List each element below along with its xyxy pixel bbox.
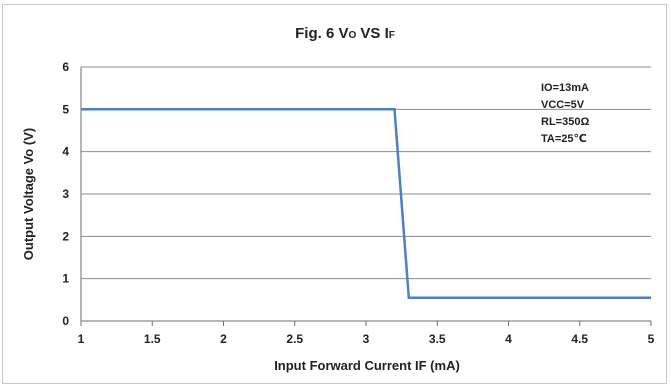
chart-title: Fig. 6 VO VS IF [295, 25, 395, 42]
x-tick-label: 3 [363, 332, 370, 346]
y-tick-label: 4 [62, 145, 69, 159]
condition-line: VCC=5V [541, 99, 585, 111]
y-tick-label: 1 [62, 272, 69, 286]
x-tick-label: 3.5 [429, 332, 446, 346]
y-tick-label: 3 [62, 187, 69, 201]
chart-title-prefix: Fig. 6 V [295, 25, 348, 42]
y-tick-label: 6 [62, 60, 69, 74]
condition-line: IO=13mA [541, 82, 589, 94]
y-axis-label: Output Voltage Vo (V) [21, 128, 36, 260]
x-tick-label: 2 [220, 332, 227, 346]
y-tick-label: 0 [62, 314, 69, 328]
series-line [81, 108, 651, 299]
x-tick-label: 4.5 [571, 332, 588, 346]
x-tick-label: 2.5 [286, 332, 303, 346]
x-tick-label: 5 [648, 332, 655, 346]
chart-title-sub-o: O [348, 30, 356, 41]
x-axis-label: Input Forward Current IF (mA) [274, 358, 460, 373]
chart-title-mid: VS I [356, 25, 389, 42]
x-tick-label: 1.5 [144, 332, 161, 346]
chart-title-sub-f: F [389, 30, 395, 41]
conditions-annotation: IO=13mA VCC=5V RL=350Ω TA=25℃ [541, 82, 589, 145]
x-tick-label: 4 [505, 332, 512, 346]
x-tick-label: 1 [78, 332, 85, 346]
y-tick-label: 5 [62, 102, 69, 116]
series-layer [81, 108, 651, 299]
y-tick-label: 2 [62, 229, 69, 243]
condition-line: RL=350Ω [541, 116, 589, 128]
condition-line: TA=25℃ [541, 133, 587, 145]
